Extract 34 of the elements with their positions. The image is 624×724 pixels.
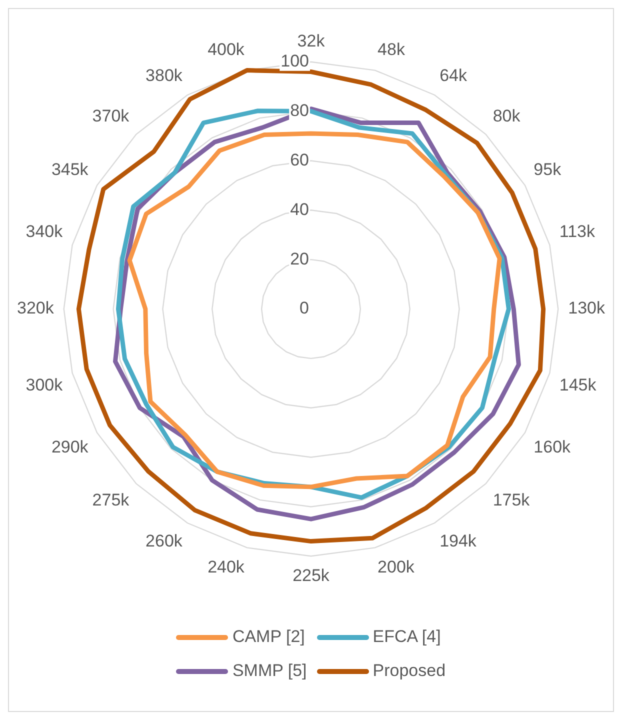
spoke-label: 290k (51, 437, 89, 456)
y-tick-label: 60 (290, 150, 309, 170)
spoke-label: 340k (26, 222, 64, 241)
legend-label: CAMP [2] (232, 627, 305, 647)
spoke-label: 48k (378, 40, 406, 60)
spoke-label: 130k (568, 298, 606, 318)
spoke-label: 80k (492, 106, 521, 126)
spoke-label: 240k (208, 557, 245, 576)
legend-label: SMMP [5] (232, 661, 307, 681)
spoke-label: 370k (92, 106, 130, 126)
spoke-label: 275k (92, 490, 130, 510)
spoke-label: 400k (208, 40, 245, 60)
spoke-label: 113k (559, 222, 596, 241)
spoke-label: 200k (378, 557, 415, 576)
spoke-label: 345k (51, 160, 89, 179)
spoke-label: 64k (440, 66, 468, 85)
spoke-label: 300k (26, 375, 64, 394)
y-tick-label: 20 (290, 249, 309, 268)
legend-label: EFCA [4] (372, 627, 441, 647)
spoke-label: 175k (492, 490, 530, 510)
spoke-label: 320k (16, 298, 54, 318)
y-tick-label: 80 (290, 100, 309, 120)
spoke-label: 145k (559, 375, 597, 394)
spoke-label: 95k (534, 160, 562, 179)
y-tick-label: 40 (290, 200, 309, 219)
spoke-label: 194k (440, 532, 477, 551)
spoke-label: 160k (534, 437, 572, 456)
spoke-label: 380k (146, 66, 183, 85)
spoke-label: 225k (292, 566, 330, 586)
y-tick-label: 0 (300, 298, 309, 318)
legend-label: Proposed (372, 661, 446, 681)
spoke-label: 260k (146, 532, 183, 551)
y-tick-label: 100 (280, 52, 309, 71)
spoke-label: 32k (297, 31, 326, 50)
